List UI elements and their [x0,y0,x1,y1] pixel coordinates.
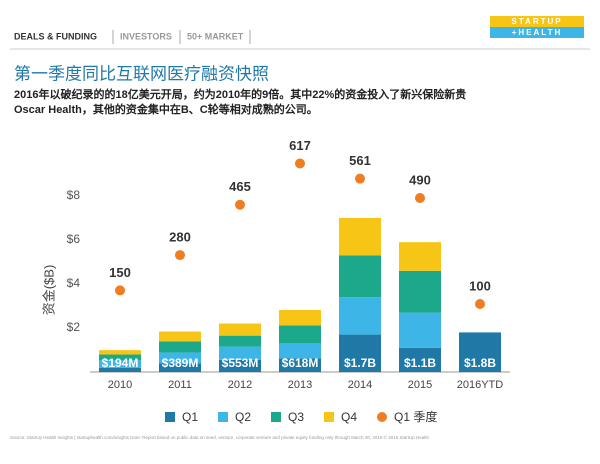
bar [99,350,141,355]
legend-swatch [218,412,228,422]
y-tick-label: $2 [67,320,81,334]
bar [159,363,201,372]
bar [279,325,321,344]
bar [99,367,141,372]
bar-label: $553M [222,356,259,370]
bar [339,334,381,372]
bar [159,352,201,364]
bar-label: $1.7B [344,356,376,370]
y-tick-label: $4 [67,276,81,290]
bar [159,331,201,342]
bar [339,218,381,256]
x-tick-label: 2011 [168,379,192,391]
dot [355,173,365,184]
dot-label: 280 [169,230,191,245]
bar [399,312,441,348]
tab[interactable]: INVESTORS [120,31,172,41]
legend-label: Q3 [288,410,304,424]
bar [339,297,381,335]
legend-label: Q2 [235,410,251,424]
bar [279,310,321,326]
y-tick-label: $8 [67,188,81,202]
legend-label: Q1 [182,410,198,424]
dot-label: 561 [349,153,371,168]
footer: Source: StartUp Health Insights | startu… [10,434,429,440]
tab[interactable]: DEALS & FUNDING [14,31,97,41]
logo-box [490,27,584,38]
dot [295,158,305,169]
dot [115,285,125,296]
subtitle: Oscar Health，其他的资金集中在B、C轮等相对成熟的公司。 [14,102,318,116]
legend-swatch [324,412,334,422]
chart-title: 第一季度同比互联网医疗融资快照 [14,64,269,83]
dot-label: 617 [289,138,311,153]
dot [475,299,485,310]
bar [99,354,141,361]
dot-label: 150 [109,265,131,280]
bar [219,346,261,360]
x-tick-label: 2014 [348,379,372,391]
dot [235,199,245,210]
bar [399,270,441,313]
legend-swatch [377,412,387,422]
bar [279,358,321,372]
bar [459,332,501,372]
bar [399,242,441,271]
bar-label: $194M [102,356,139,370]
bar-label: $618M [282,356,319,370]
logo: +HEALTH [512,28,563,37]
bar [399,347,441,372]
bar [219,335,261,347]
dot-label: 100 [469,278,491,293]
bar-label: $1.8B [464,356,496,370]
legend-label: Q4 [341,410,357,424]
bar-label: $1.1B [404,356,436,370]
bar [219,359,261,372]
dot [175,250,185,261]
x-tick-label: 2015 [408,379,432,391]
bar [219,323,261,336]
bar-label: $389M [162,356,199,370]
dot-label: 490 [409,172,431,187]
x-tick-label: 2012 [228,379,252,391]
legend-swatch [271,412,281,422]
bar [159,341,201,353]
tab[interactable]: 50+ MARKET [187,31,244,41]
x-tick-label: 2016YTD [457,379,504,391]
x-tick-label: 2013 [288,379,312,391]
subtitle: 2016年以破纪录的的18亿美元开局，约为2010年的9倍。其中22%的资金投入… [14,87,466,101]
y-tick-label: $6 [67,232,81,246]
bar [339,255,381,298]
bar [99,360,141,368]
logo-box [490,16,584,27]
x-tick-label: 2010 [108,379,132,391]
logo: STARTUP [511,17,562,26]
dot [415,192,425,203]
legend-label: Q1 季度 [394,409,437,424]
y-axis-label: 资金($B) [41,265,56,316]
bar [279,343,321,359]
legend-swatch [165,412,175,422]
dot-label: 465 [229,179,251,194]
